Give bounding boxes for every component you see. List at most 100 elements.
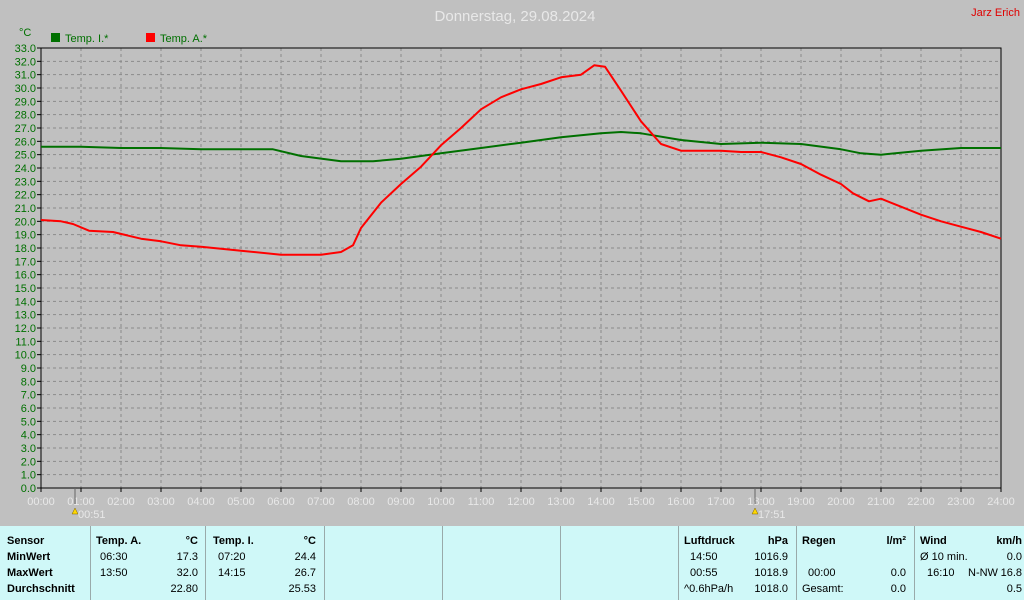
row-label-avg: Durchschnitt	[7, 583, 75, 595]
y-tick-label: 31.0	[15, 70, 36, 82]
chart-title: Donnerstag, 29.08.2024	[435, 8, 596, 25]
x-tick-label: 05:00	[227, 496, 255, 508]
temp-a-max-value: 32.0	[176, 567, 198, 579]
x-tick-label: 20:00	[827, 496, 855, 508]
luftdruck-header: Luftdruck	[684, 535, 735, 547]
x-tick-label: 07:00	[307, 496, 335, 508]
x-tick-label: 09:00	[387, 496, 415, 508]
wind-unit: km/h	[996, 535, 1022, 547]
temp-a-unit: °C	[185, 535, 198, 547]
x-tick-label: 06:00	[267, 496, 295, 508]
y-tick-label: 20.0	[15, 216, 36, 228]
x-tick-label: 03:00	[147, 496, 175, 508]
y-tick-label: 18.0	[15, 243, 36, 255]
luftdruck-min-value: 1016.9	[754, 551, 788, 563]
temp-i-min-value: 24.4	[294, 551, 316, 563]
temp-i-unit: °C	[303, 535, 316, 547]
x-tick-label: 23:00	[947, 496, 975, 508]
x-tick-label: 22:00	[907, 496, 935, 508]
wind-header: Wind	[920, 535, 947, 547]
y-tick-label: 10.0	[15, 350, 36, 362]
y-tick-label: 6.0	[21, 403, 36, 415]
x-tick-label: 19:00	[787, 496, 815, 508]
y-tick-label: 4.0	[21, 430, 36, 442]
marker-label: 00:51	[78, 509, 106, 521]
y-tick-label: 29.0	[15, 96, 36, 108]
row-label-min: MinWert	[7, 551, 51, 563]
x-tick-label: 17:00	[707, 496, 735, 508]
regen-max-value: 0.0	[890, 567, 906, 579]
regen-unit: l/m²	[886, 535, 906, 547]
x-tick-label: 14:00	[587, 496, 615, 508]
luftdruck-unit: hPa	[767, 535, 788, 547]
wind-avg-value: 0.0	[1006, 551, 1022, 563]
temp-i-max-value: 26.7	[294, 567, 316, 579]
y-tick-label: 25.0	[15, 150, 36, 162]
y-tick-label: 33.0	[15, 43, 36, 55]
stats-table: Sensor MinWert MaxWert Durchschnitt Temp…	[0, 526, 1024, 600]
temp-a-avg-value: 22.80	[170, 583, 198, 595]
regen-max-time: 00:00	[808, 567, 836, 579]
temperature-chart: 0.01.02.03.04.05.06.07.08.09.010.011.012…	[15, 7, 1020, 521]
y-tick-label: 27.0	[15, 123, 36, 135]
x-tick-label: 11:00	[468, 496, 495, 508]
regen-total-label: Gesamt:	[802, 583, 844, 595]
author-label: Jarz Erich	[971, 7, 1020, 19]
x-tick-label: 10:00	[427, 496, 455, 508]
x-tick-label: 13:00	[547, 496, 575, 508]
sun-icon	[71, 507, 79, 515]
regen-header: Regen	[802, 535, 836, 547]
y-unit-label: °C	[19, 27, 31, 39]
regen-total-value: 0.0	[890, 583, 906, 595]
temp-a-min-value: 17.3	[176, 551, 198, 563]
temp-a-min-time: 06:30	[100, 551, 128, 563]
y-tick-label: 24.0	[15, 163, 36, 175]
wind-max-time: 16:10	[927, 567, 955, 579]
legend-swatch-outside	[146, 33, 155, 42]
temp-i-avg-value: 25.53	[288, 583, 316, 595]
x-tick-label: 08:00	[347, 496, 375, 508]
y-tick-label: 9.0	[21, 363, 36, 375]
wind-avg-label: Ø 10 min.	[920, 551, 968, 563]
legend-swatch-inside	[51, 33, 60, 42]
x-tick-label: 01:00	[67, 496, 95, 508]
wind-max-value: 16.8	[1000, 567, 1022, 579]
y-tick-label: 23.0	[15, 176, 36, 188]
y-tick-label: 3.0	[21, 443, 36, 455]
luftdruck-max-time: 00:55	[690, 567, 718, 579]
sun-icon	[751, 507, 759, 515]
temp-a-max-time: 13:50	[100, 567, 128, 579]
y-tick-label: 8.0	[21, 376, 36, 388]
y-tick-label: 5.0	[21, 416, 36, 428]
y-tick-label: 30.0	[15, 83, 36, 95]
x-tick-label: 21:00	[867, 496, 895, 508]
x-tick-label: 24:00	[987, 496, 1015, 508]
y-tick-label: 0.0	[21, 483, 36, 495]
luftdruck-max-value: 1018.9	[754, 567, 788, 579]
temp-i-header: Temp. I.	[213, 535, 254, 547]
x-tick-label: 02:00	[107, 496, 135, 508]
x-tick-label: 04:00	[187, 496, 215, 508]
x-tick-label: 00:00	[27, 496, 55, 508]
temp-a-header: Temp. A.	[96, 535, 142, 547]
y-tick-label: 26.0	[15, 136, 36, 148]
series-line	[40, 64, 1002, 256]
y-tick-label: 12.0	[15, 323, 36, 335]
y-tick-label: 19.0	[15, 230, 36, 242]
temp-i-max-time: 14:15	[218, 567, 246, 579]
y-tick-label: 11.0	[15, 336, 36, 348]
luftdruck-avg-value: 1018.0	[754, 583, 788, 595]
x-tick-label: 15:00	[627, 496, 655, 508]
y-tick-label: 2.0	[21, 456, 36, 468]
temp-i-min-time: 07:20	[218, 551, 246, 563]
x-tick-label: 16:00	[667, 496, 695, 508]
luftdruck-trend: ^0.6hPa/h	[684, 583, 734, 595]
wind-mean-value: 0.5	[1006, 583, 1022, 595]
y-tick-label: 7.0	[21, 390, 36, 402]
x-tick-label: 12:00	[507, 496, 535, 508]
y-tick-label: 14.0	[15, 296, 36, 308]
y-tick-label: 1.0	[21, 470, 36, 482]
plot-border	[40, 47, 1002, 489]
legend-label-inside: Temp. I.*	[65, 33, 109, 45]
x-tick-label: 18:00	[747, 496, 775, 508]
